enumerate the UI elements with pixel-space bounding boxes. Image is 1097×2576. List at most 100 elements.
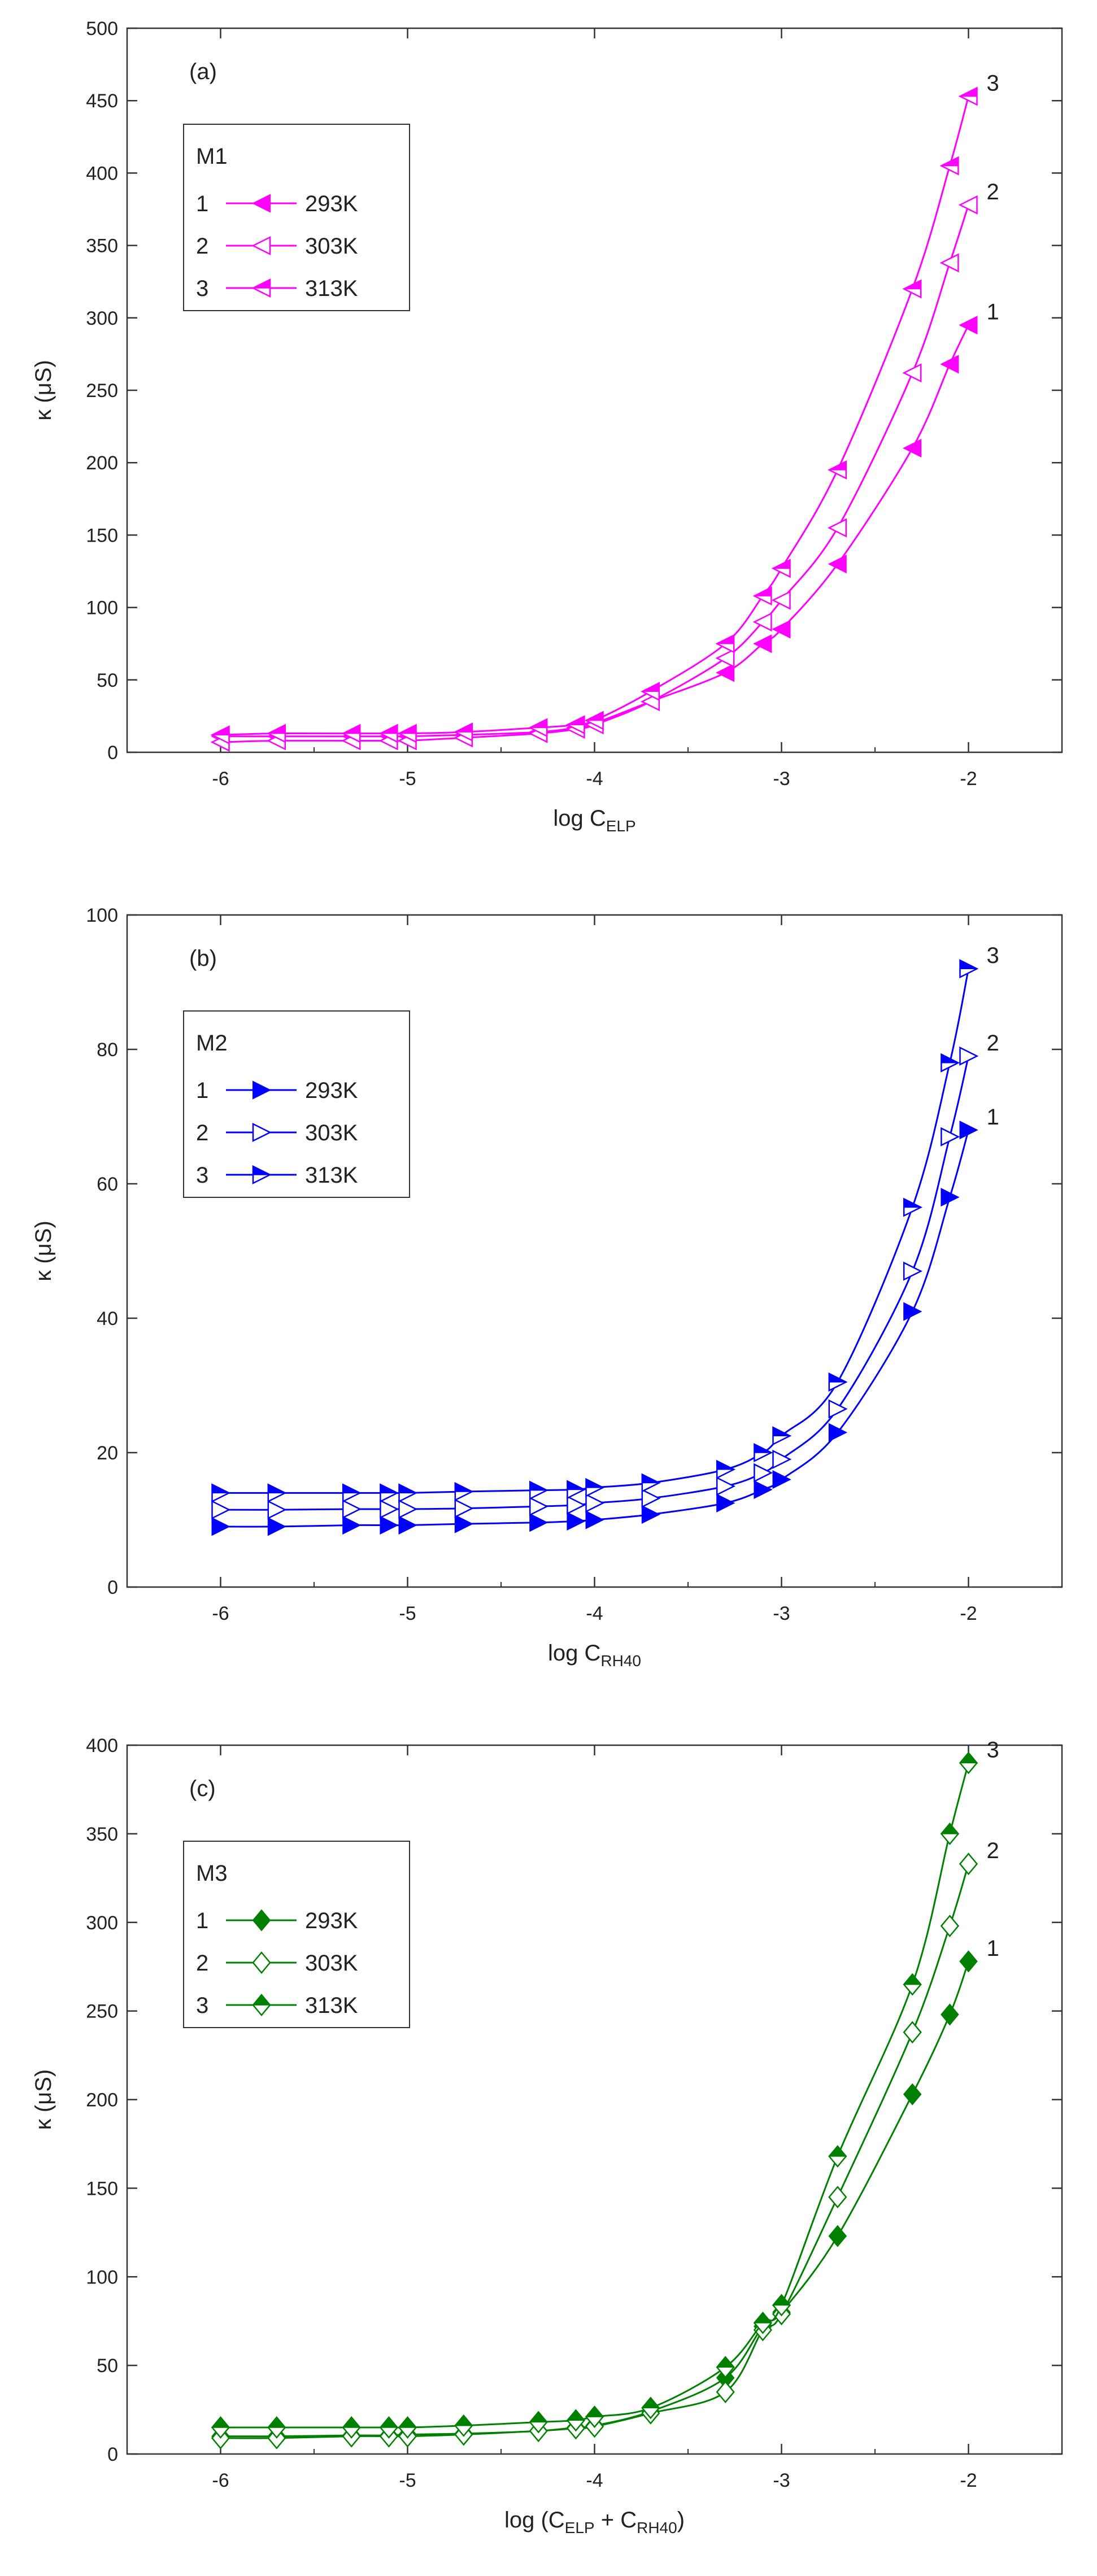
panel-b-series-2-point-shape <box>380 1499 399 1519</box>
panel-c-series-3-point <box>585 2405 604 2429</box>
panel-b-ytick-label: 40 <box>97 1308 118 1330</box>
panel-b-series-2: 2 <box>211 1031 999 1520</box>
panel-b-series-1-point <box>454 1514 474 1533</box>
panel-b-series-3-point <box>716 1459 735 1479</box>
panel-b-xlabel: log CRH40 <box>548 1641 641 1670</box>
panel-b-series-1-point <box>959 1121 978 1140</box>
panel-c-series-2-point <box>940 1915 960 1937</box>
panel-a-curve-label-1: 1 <box>987 300 999 325</box>
panel-a-xtick-label: -6 <box>212 768 229 790</box>
panel-a-series-3-point-half <box>212 726 230 735</box>
panel-a-series-3-point-half <box>342 724 360 734</box>
panel-b-series-3-point <box>754 1442 773 1463</box>
panel-c-series-3-point-half <box>342 2416 361 2428</box>
panel-c-ylabel: κ (μS) <box>31 2069 56 2130</box>
panel-c-legend-label: 303K <box>305 1951 358 1976</box>
panel-c-ytick-label: 50 <box>97 2355 118 2377</box>
panel-a-series-1-point-shape <box>715 663 735 682</box>
panel-a-ytick-label: 350 <box>86 236 118 257</box>
panel-c-legend-title: M3 <box>196 1861 228 1886</box>
panel-c-ytick-label: 300 <box>86 1912 118 1934</box>
panel-a-ytick-label: 200 <box>86 452 118 474</box>
panel-c-series-3-point-half <box>566 2409 586 2421</box>
panel-b-series-3-point-half <box>529 1481 547 1491</box>
panel-a-series-3: 3 <box>210 71 999 745</box>
panel-c-series-3-point <box>211 2416 230 2439</box>
panel-a-series-2-point-shape <box>828 518 847 538</box>
panel-a-series-1-point <box>940 355 959 374</box>
panel-a-xtick-label: -5 <box>399 768 416 790</box>
panel-c-curve-label-2: 2 <box>987 1838 999 1863</box>
panel-a-series-2-point-shape <box>902 363 922 383</box>
panel-b-series-2-point <box>828 1399 848 1419</box>
panel-a: 0 50 100 150 200 250 300 350 400 450 500 -6 -5 -4 -3 -2… <box>31 18 1063 835</box>
panel-c-ytick-label: 0 <box>107 2444 118 2465</box>
panel-b-series-3-point <box>529 1480 548 1500</box>
panel-b-series-2-point-shape <box>754 1463 773 1483</box>
panel-c-series-3-point <box>529 2411 548 2434</box>
panel-a-xtick-label: -3 <box>773 768 790 790</box>
panel-b-legend-label: 313K <box>305 1163 358 1188</box>
panel-b-series-3-point <box>959 959 979 979</box>
panel-b-series-3-point-half <box>829 1372 847 1383</box>
panel-b-series-1-point <box>342 1515 362 1535</box>
panel-b-series-2-point <box>585 1493 605 1513</box>
panel-a-series-2-point <box>939 253 959 273</box>
panel-a-ytick-label: 300 <box>86 308 118 329</box>
panel-b-series-2-point-shape <box>454 1498 474 1518</box>
panel-a-series-3-point <box>267 723 286 743</box>
panel-a-xtick-label: -2 <box>960 768 977 790</box>
panel-c-xtick-label: -3 <box>773 2470 790 2491</box>
panel-b-series-2-point-shape <box>211 1500 231 1520</box>
panel-a-ytick-label: 450 <box>86 90 118 112</box>
panel-a-series-3-point <box>454 722 473 742</box>
panel-b-series-1-point <box>567 1511 586 1531</box>
panel-b-xtick-label: -5 <box>399 1603 416 1624</box>
panel-a-series-1-point-shape <box>828 555 847 574</box>
panel-c-series-3-point <box>828 2145 847 2168</box>
panel-c-ytick-label: 100 <box>86 2266 118 2288</box>
panel-c-series-3-point <box>566 2409 586 2432</box>
panel-a-series-2-point-shape <box>715 648 735 668</box>
panel-c-series-1-point-shape <box>903 2083 922 2106</box>
panel-c-series-3-point <box>772 2294 791 2317</box>
panel-c-series-3-point <box>398 2416 417 2439</box>
panel-a-series-1-point <box>715 663 735 682</box>
panel-b-series-3-point-half <box>642 1474 660 1484</box>
panel-a-series-1: 1 <box>211 300 999 746</box>
panel-a-series-3-point <box>939 156 959 176</box>
panel-b-series-1: 1 <box>211 1105 999 1536</box>
panel-c-series-3-point <box>753 2311 773 2334</box>
panel-c-series-1-point-shape <box>941 2003 959 2026</box>
panel-a-series-1-line <box>220 324 969 738</box>
panel-b-series-1-point <box>903 1302 922 1321</box>
panel-c-legend: M3 1 293K 2 303K 3 313K <box>183 1841 410 2028</box>
panel-a-legend-marker <box>251 194 271 213</box>
panel-b-series-1-point-shape <box>398 1515 417 1535</box>
panel-b-series-2-point <box>567 1495 586 1515</box>
panel-b-series-2-point-shape <box>772 1449 792 1469</box>
panel-a-series-3-point <box>771 559 791 578</box>
panel-b-series-2-point <box>772 1449 792 1469</box>
panel-b-series-2-point-shape <box>941 1127 960 1147</box>
panel-a-series-1-point <box>902 438 922 458</box>
panel-c-xtick-label: -5 <box>399 2470 416 2491</box>
panel-c-series-3-point <box>716 2356 735 2379</box>
panel-b-series-3-point-half <box>716 1460 734 1470</box>
panel-c-curve-label-1: 1 <box>987 1936 999 1961</box>
panel-b-series-3-point-half <box>585 1478 603 1488</box>
panel-c-legend-marker-shape <box>252 1909 271 1932</box>
panel-b-ytick-label: 60 <box>97 1174 118 1195</box>
panel-a-series-3-point-half <box>716 634 734 644</box>
panel-b-series-2-point <box>754 1463 773 1483</box>
panel-b-legend-marker-half <box>253 1165 271 1175</box>
panel-c-series-2-point-shape <box>828 2186 847 2209</box>
panel-a-series-3-point-half <box>529 718 547 729</box>
panel-b-series-1-point <box>772 1470 791 1489</box>
panel-b-ytick-label: 20 <box>97 1442 118 1464</box>
panel-c-series-2-point <box>828 2186 847 2209</box>
panel-b-legend-marker <box>252 1122 272 1143</box>
panel-a-ytick-label: 400 <box>86 163 118 184</box>
panel-c-series-1-line <box>220 1961 969 2438</box>
panel-c-series-1-point-shape <box>828 2225 847 2247</box>
